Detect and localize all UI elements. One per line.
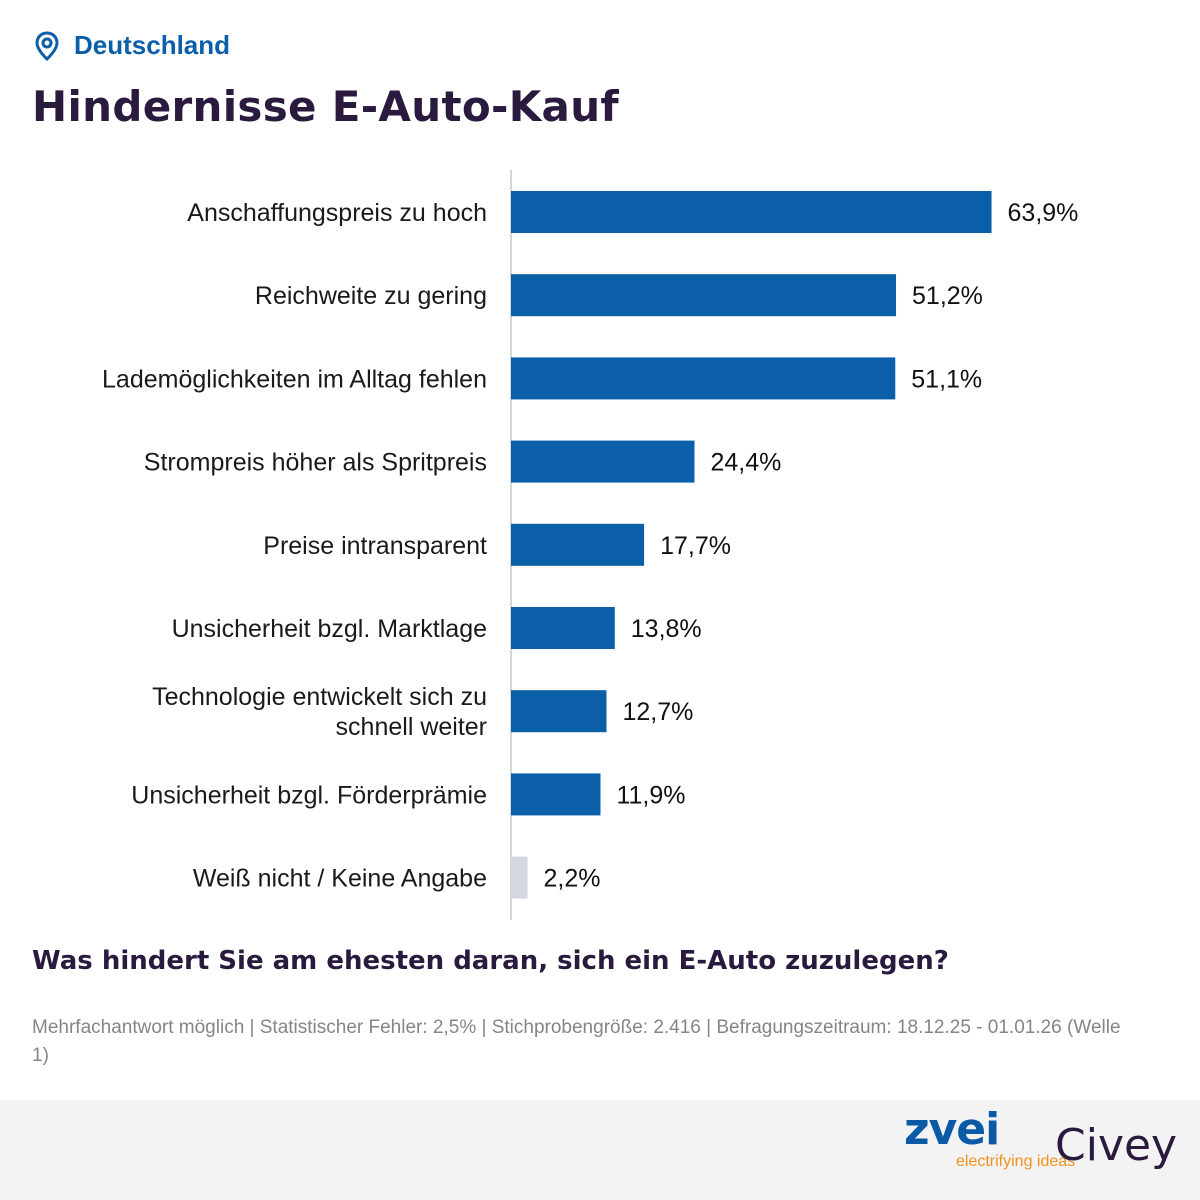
- survey-question: Was hindert Sie am ehesten daran, sich e…: [32, 946, 949, 976]
- zvei-tagline: electrifying ideas: [956, 1153, 1076, 1170]
- bar-value-label: 51,1%: [911, 365, 982, 393]
- location-header: Deutschland: [34, 30, 230, 61]
- bar-value-label: 12,7%: [623, 698, 694, 726]
- category-label: Weiß nicht / Keine Angabe: [193, 865, 487, 893]
- bar: [511, 274, 897, 317]
- location-pin-icon: [35, 30, 59, 61]
- chart-title: Hindernisse E-Auto-Kauf: [32, 82, 619, 131]
- category-label: Unsicherheit bzgl. Förderprämie: [131, 781, 487, 809]
- bar: [511, 773, 601, 816]
- bar: [511, 357, 896, 400]
- category-label-line: Anschaffungspreis zu hoch: [187, 199, 487, 227]
- bar-value-label: 13,8%: [631, 615, 702, 643]
- zvei-wordmark: zvei: [904, 1104, 1000, 1155]
- bar: [511, 690, 607, 733]
- bar: [511, 191, 992, 233]
- bar: [511, 856, 528, 899]
- bar-value-label: 51,2%: [912, 282, 983, 310]
- bar: [511, 523, 645, 566]
- category-label-line: Technologie entwickelt sich zu: [152, 683, 487, 711]
- bar-value-label: 11,9%: [616, 781, 685, 809]
- category-label-line: Reichweite zu gering: [255, 282, 487, 310]
- category-label: Preise intransparent: [263, 532, 487, 560]
- bar: [511, 440, 695, 483]
- category-label-line: Strompreis höher als Spritpreis: [144, 449, 487, 477]
- category-label: Unsicherheit bzgl. Marktlage: [172, 615, 487, 643]
- category-label: Lademöglichkeiten im Alltag fehlen: [102, 365, 487, 393]
- bar-value-label: 17,7%: [660, 532, 731, 560]
- bar-chart: 63,9% Anschaffungspreis zu hoch 51,2% Reich…: [102, 170, 1079, 920]
- bar: [511, 607, 615, 649]
- category-label-line: Unsicherheit bzgl. Marktlage: [172, 615, 487, 643]
- category-label: Technologie entwickelt sich zu schnell we…: [152, 683, 487, 741]
- bar-value-label: 24,4%: [710, 449, 781, 477]
- category-label: Reichweite zu gering: [255, 282, 487, 310]
- bar-value-label: 63,9%: [1008, 199, 1079, 227]
- category-label-line: schnell weiter: [336, 713, 487, 741]
- category-label-line: Preise intransparent: [263, 532, 487, 560]
- category-label-line: Unsicherheit bzgl. Förderprämie: [131, 781, 487, 809]
- footnote: Mehrfachantwort möglich | Statistischer …: [32, 1017, 1121, 1066]
- location-label: Deutschland: [74, 30, 231, 60]
- footer-band: [0, 1100, 1200, 1200]
- bar-value-label: 2,2%: [544, 865, 601, 893]
- category-label: Strompreis höher als Spritpreis: [144, 449, 487, 477]
- zvei-logo: zvei electrifying ideas: [904, 1104, 1075, 1170]
- category-label: Anschaffungspreis zu hoch: [187, 199, 487, 227]
- civey-logo: Civey: [1055, 1120, 1178, 1171]
- category-label-line: Weiß nicht / Keine Angabe: [193, 865, 487, 893]
- category-label-line: Lademöglichkeiten im Alltag fehlen: [102, 365, 487, 393]
